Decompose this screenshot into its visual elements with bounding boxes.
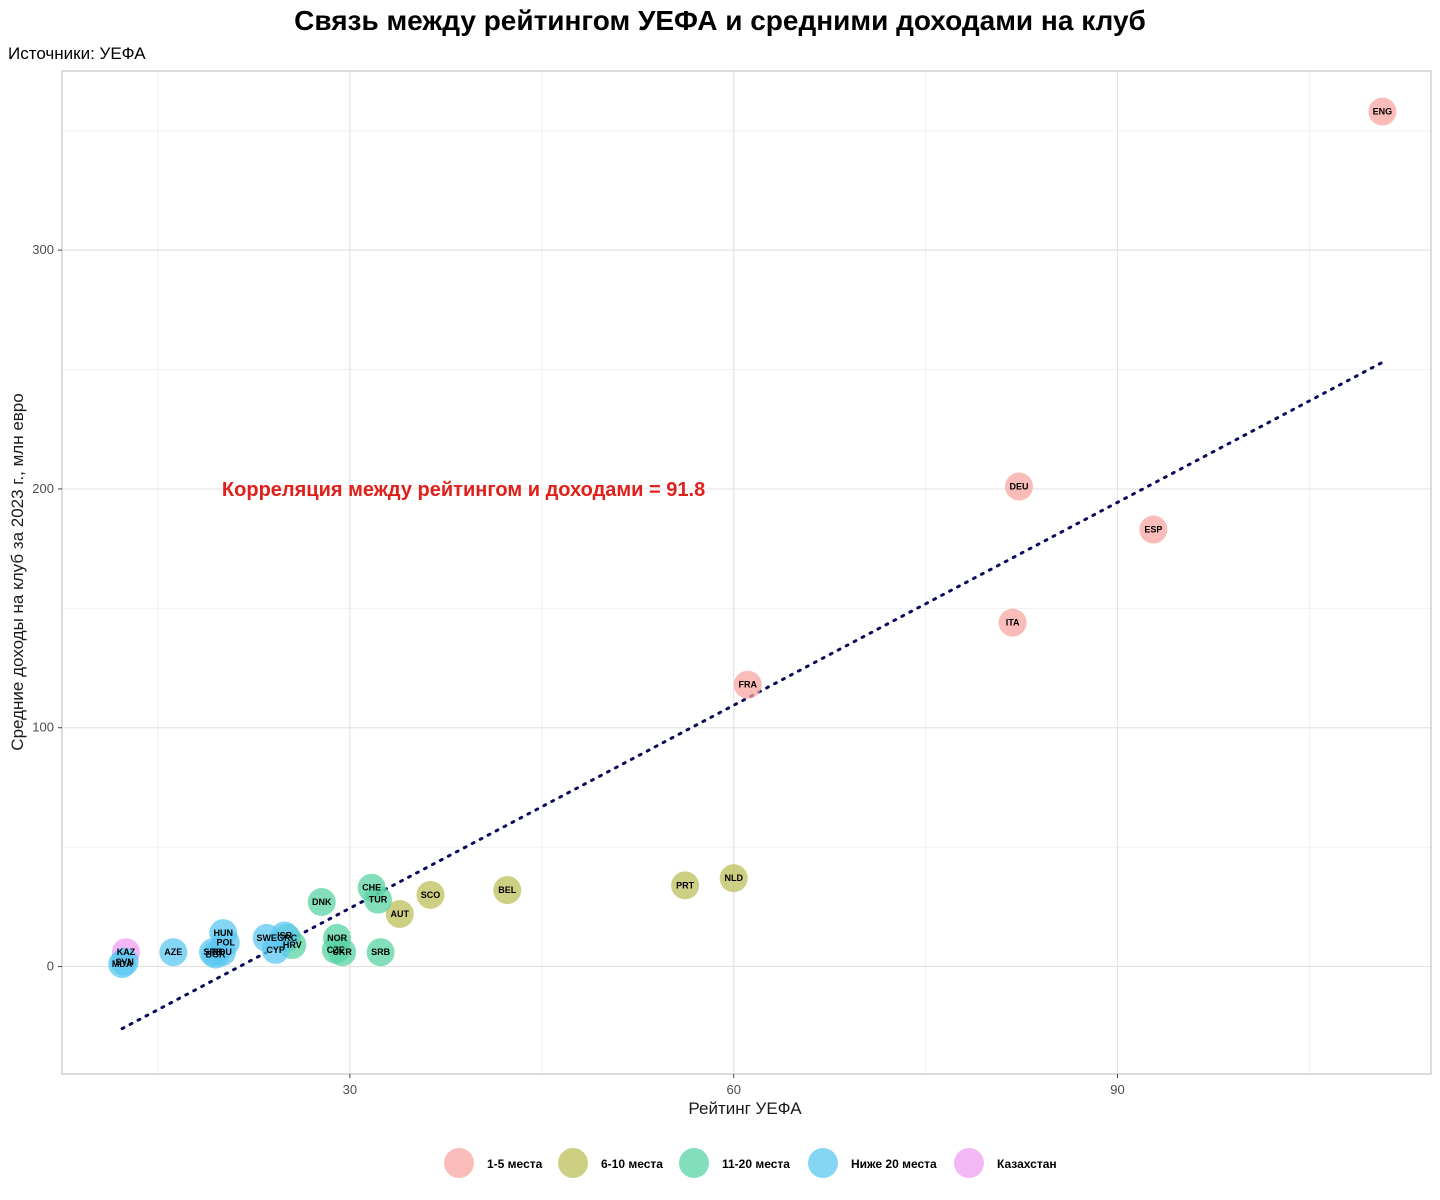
data-point-aut (385, 899, 414, 928)
chart-subtitle: Источники: УЕФА (8, 44, 146, 63)
point-label-aut: AUT (391, 909, 410, 919)
point-label-prt: PRT (676, 880, 695, 890)
data-point-fra (733, 670, 762, 699)
point-label-bel: BEL (498, 885, 517, 895)
point-label-swe: SWE (256, 933, 277, 943)
point-label-pol: POL (217, 938, 236, 948)
point-label-cyp: CYP (266, 945, 285, 955)
point-label-srb: SRB (371, 947, 391, 957)
point-label-ita: ITA (1006, 618, 1020, 628)
point-label-che: CHE (362, 883, 381, 893)
point-label-svn: SVN (115, 957, 134, 967)
point-label-ukr: UKR (332, 947, 352, 957)
legend: 1-5 места 6-10 места 11-20 места Ниже 20 ме… (444, 1148, 1057, 1178)
point-label-isr: ISR (277, 930, 293, 940)
point-label-tur: TUR (369, 895, 388, 905)
point-label-dnk: DNK (312, 897, 332, 907)
point-label-aze: AZE (164, 947, 182, 957)
legend-label-4: Ниже 20 места (851, 1157, 937, 1171)
data-points (108, 97, 1397, 979)
x-axis-title: Рейтинг УЕФА (688, 1099, 802, 1118)
data-point-deu (1005, 472, 1034, 501)
data-point-eng (1368, 97, 1397, 126)
point-label-bgr: BGR (206, 950, 227, 960)
legend-label-1: 1-5 места (487, 1157, 543, 1171)
data-point-bgr (201, 940, 230, 969)
point-label-deu: DEU (1010, 482, 1029, 492)
point-label-grc: GRC (277, 933, 298, 943)
legend-label-3: 11-20 места (722, 1157, 790, 1171)
point-label-hrv: HRV (283, 940, 302, 950)
data-point-cyp (261, 935, 290, 964)
data-point-nld (719, 864, 748, 893)
panel-border (61, 70, 1432, 1075)
grid (62, 71, 1431, 1074)
point-label-rou: ROU (212, 947, 232, 957)
point-label-sco: SCO (421, 890, 441, 900)
data-point-tur (364, 885, 393, 914)
legend-swatch-5 (954, 1148, 984, 1178)
point-label-nor: NOR (327, 933, 348, 943)
data-point-sco (416, 880, 445, 909)
y-tick-label: 300 (32, 242, 54, 257)
y-axis-title: Средние доходы на клуб за 2023 г., млн е… (8, 393, 27, 750)
x-tick-label: 90 (1110, 1082, 1124, 1097)
data-point-mda (108, 950, 137, 979)
data-point-dnk (307, 888, 336, 917)
data-point-aze (159, 938, 188, 967)
point-label-fra: FRA (739, 680, 758, 690)
data-point-srb (366, 938, 395, 967)
point-label-eng: ENG (1373, 107, 1393, 117)
y-tick-label: 200 (32, 481, 54, 496)
data-point-ita (998, 608, 1027, 637)
point-label-mda: MDA (112, 959, 133, 969)
legend-label-2: 6-10 места (601, 1157, 663, 1171)
data-point-bel (493, 876, 522, 905)
data-point-prt (671, 871, 700, 900)
axes: 30 60 90 0 100 200 300 (32, 70, 1432, 1097)
x-tick-label: 60 (726, 1082, 740, 1097)
legend-swatch-1 (444, 1148, 474, 1178)
data-point-esp (1139, 515, 1168, 544)
point-label-nld: NLD (724, 873, 743, 883)
data-point-ukr (328, 938, 357, 967)
point-labels: ENG DEU ESP ITA FRA NLD PRT BEL SCO AUT CHE TUR DNK N… (112, 107, 1392, 970)
y-tick-label: 0 (47, 959, 54, 974)
legend-label-5: Казахстан (997, 1157, 1057, 1171)
point-label-cze: CZE (327, 945, 345, 955)
y-tick-label: 100 (32, 720, 54, 735)
point-label-hun: HUN (213, 928, 233, 938)
correlation-annotation: Корреляция между рейтингом и доходами = … (222, 479, 705, 501)
point-label-esp: ESP (1144, 525, 1162, 535)
legend-swatch-3 (679, 1148, 709, 1178)
point-label-srb: SRB (203, 947, 223, 957)
point-label-kaz: KAZ (117, 947, 136, 957)
legend-swatch-4 (808, 1148, 838, 1178)
x-tick-label: 30 (343, 1082, 357, 1097)
chart-title: Связь между рейтингом УЕФА и средними до… (294, 5, 1146, 36)
legend-swatch-2 (558, 1148, 588, 1178)
